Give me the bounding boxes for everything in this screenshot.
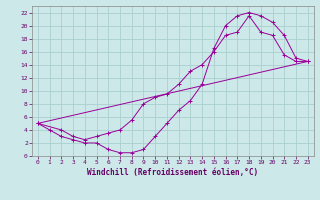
X-axis label: Windchill (Refroidissement éolien,°C): Windchill (Refroidissement éolien,°C) xyxy=(87,168,258,177)
